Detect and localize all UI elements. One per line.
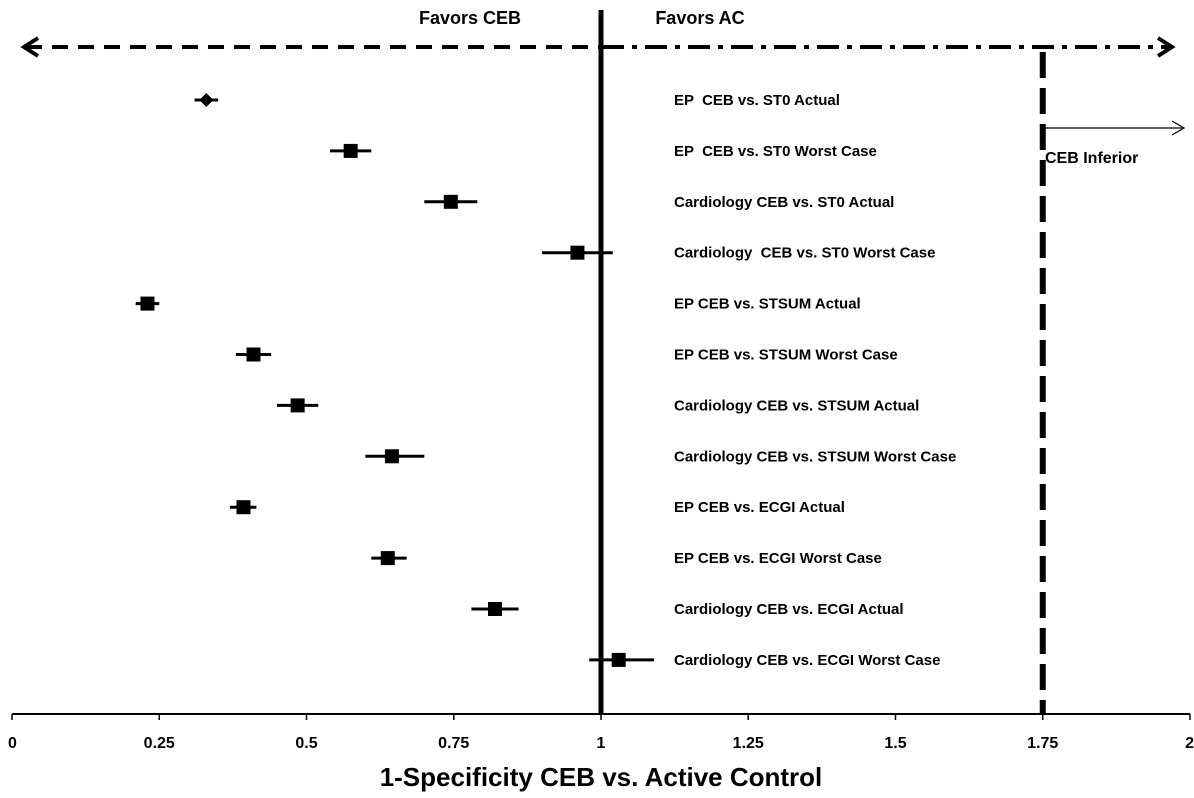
x-tick-label: 0.5 — [295, 735, 317, 752]
x-tick-label: 1.5 — [884, 735, 906, 752]
arrow-left-head — [20, 36, 40, 58]
forest-row: EP CEB vs. ST0 Actual — [194, 92, 840, 109]
point-estimate-square — [487, 602, 502, 616]
ceb-inferior-arrow-head — [1171, 120, 1186, 136]
point-estimate-square — [570, 245, 585, 260]
forest-row: Cardiology CEB vs. ST0 Worst Case — [542, 245, 935, 262]
row-label: Cardiology CEB vs. ECGI Actual — [674, 601, 904, 618]
point-estimate-square — [246, 347, 261, 362]
forest-row: EP CEB vs. STSUM Actual — [135, 296, 861, 313]
row-label: EP CEB vs. ST0 Actual — [674, 92, 840, 109]
forest-row: EP CEB vs. ST0 Worst Case — [330, 143, 877, 160]
row-label: EP CEB vs. ST0 Worst Case — [674, 143, 877, 160]
forest-row: Cardiology CEB vs. ECGI Worst Case — [589, 652, 940, 669]
x-tick-label: 0.75 — [438, 735, 469, 752]
x-tick-label: 1 — [597, 735, 606, 752]
row-label: EP CEB vs. STSUM Actual — [674, 296, 861, 313]
forest-rows: EP CEB vs. ST0 Actual EP CEB vs. ST0 Wors… — [135, 92, 956, 669]
ceb-inferior-label: CEB Inferior — [1045, 150, 1138, 167]
header-favors-ac: Favors AC — [655, 8, 744, 28]
row-label: EP CEB vs. ECGI Actual — [674, 499, 845, 516]
row-label: EP CEB vs. ECGI Worst Case — [674, 550, 882, 567]
point-estimate-square — [443, 194, 458, 209]
x-axis-title: 1-Specificity CEB vs. Active Control — [380, 762, 823, 792]
x-tick-label: 0 — [8, 735, 17, 752]
row-label: Cardiology CEB vs. ST0 Worst Case — [674, 245, 935, 262]
forest-row: Cardiology CEB vs. ST0 Actual — [424, 194, 894, 211]
point-estimate-square — [611, 652, 626, 667]
point-estimate-square — [290, 398, 305, 413]
x-tick-label: 2 — [1185, 735, 1194, 752]
header-favors-ceb: Favors CEB — [419, 8, 521, 28]
forest-row: Cardiology CEB vs. STSUM Worst Case — [365, 448, 956, 465]
forest-row: EP CEB vs. STSUM Worst Case — [235, 347, 898, 364]
row-label: Cardiology CEB vs. STSUM Actual — [674, 397, 919, 414]
point-estimate-square — [140, 296, 155, 311]
x-tick-label: 1.75 — [1027, 735, 1058, 752]
forest-row: Cardiology CEB vs. STSUM Actual — [277, 397, 919, 414]
forest-row: EP CEB vs. ECGI Worst Case — [371, 550, 882, 567]
point-estimate-square — [343, 143, 358, 158]
point-estimate-square — [236, 500, 251, 515]
x-tick-label: 1.25 — [733, 735, 764, 752]
row-label: Cardiology CEB vs. ECGI Worst Case — [674, 652, 940, 669]
point-estimate-square — [380, 551, 395, 566]
x-axis-ticks: 0 0.25 0.5 0.75 1 1.25 1.5 1.75 2 — [8, 714, 1194, 752]
point-estimate-diamond — [199, 93, 214, 107]
forest-row: Cardiology CEB vs. ECGI Actual — [471, 601, 904, 618]
row-label: Cardiology CEB vs. STSUM Worst Case — [674, 448, 956, 465]
point-estimate-square — [384, 449, 399, 464]
row-label: EP CEB vs. STSUM Worst Case — [674, 347, 898, 364]
row-label: Cardiology CEB vs. ST0 Actual — [674, 194, 894, 211]
x-tick-label: 0.25 — [144, 735, 175, 752]
forest-row: EP CEB vs. ECGI Actual — [229, 499, 845, 516]
arrow-right-head — [1156, 36, 1176, 58]
